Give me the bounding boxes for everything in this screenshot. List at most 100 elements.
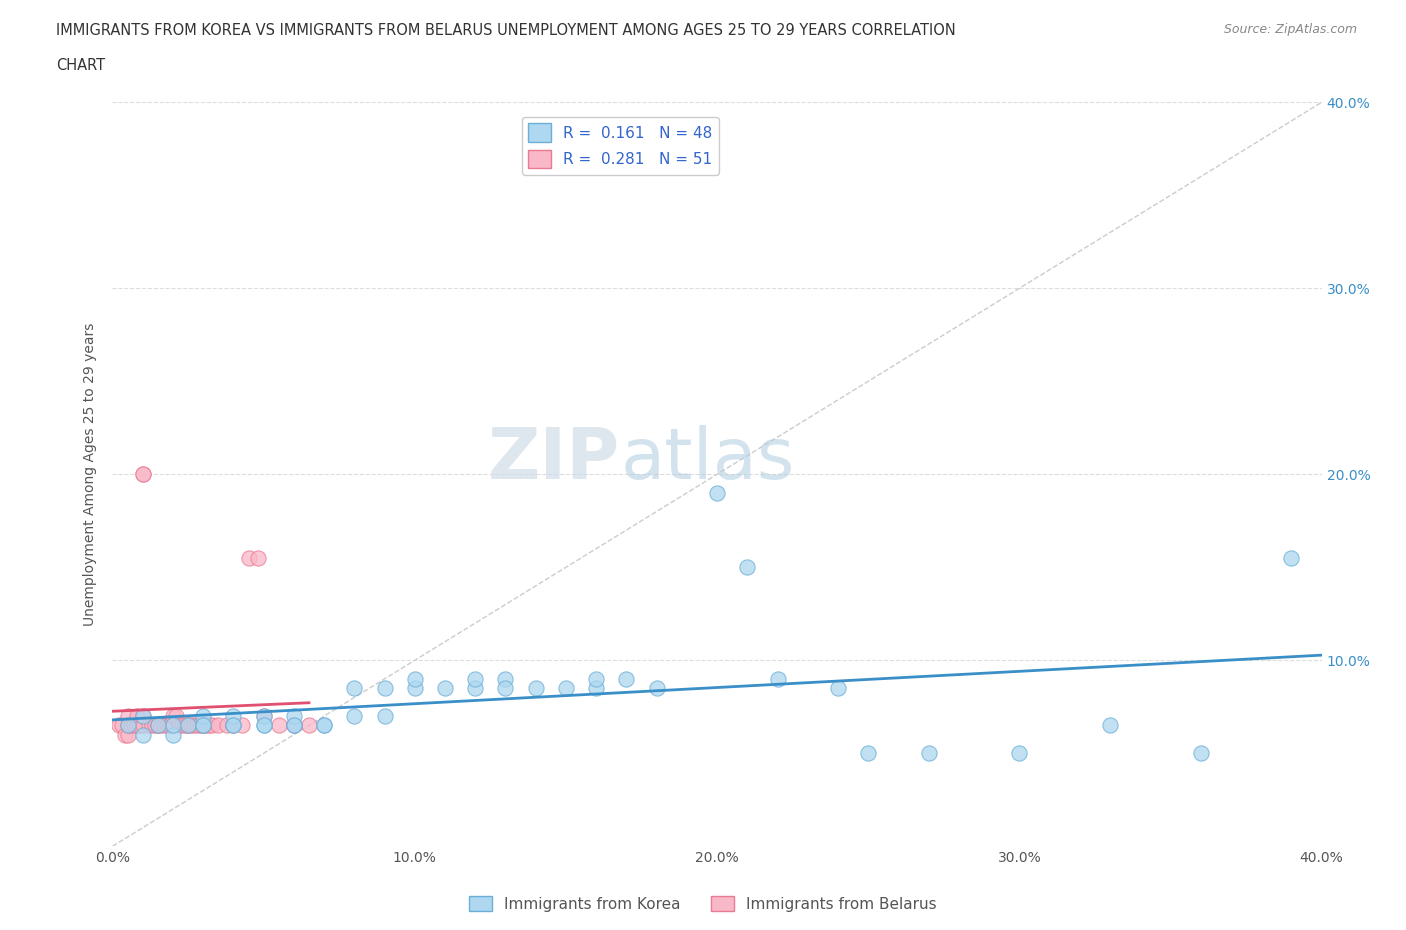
Point [153, 718, 176, 733]
Point [191, 718, 214, 733]
Point [146, 718, 169, 733]
Point [114, 727, 136, 742]
Point [253, 718, 276, 733]
Text: Source: ZipAtlas.com: Source: ZipAtlas.com [1223, 23, 1357, 36]
Point [183, 718, 205, 733]
Point [201, 718, 224, 733]
Point [918, 746, 941, 761]
Point [706, 485, 728, 500]
Point [186, 718, 208, 733]
Point [231, 718, 253, 733]
Point [404, 681, 426, 696]
Point [464, 681, 486, 696]
Point [495, 681, 517, 696]
Point [162, 718, 184, 733]
Point [222, 718, 245, 733]
Point [433, 681, 456, 696]
Point [167, 718, 190, 733]
Point [117, 718, 139, 733]
Point [132, 727, 155, 742]
Point [122, 718, 145, 733]
Point [253, 709, 276, 724]
Point [283, 709, 305, 724]
Point [125, 718, 148, 733]
Point [132, 467, 155, 482]
Point [495, 671, 517, 686]
Text: CHART: CHART [56, 58, 105, 73]
Point [174, 718, 197, 733]
Legend: R =  0.161   N = 48, R =  0.281   N = 51: R = 0.161 N = 48, R = 0.281 N = 51 [522, 117, 718, 175]
Point [191, 718, 214, 733]
Point [117, 709, 139, 724]
Point [177, 718, 200, 733]
Point [1008, 746, 1031, 761]
Point [283, 718, 305, 733]
Point [253, 718, 276, 733]
Point [616, 671, 638, 686]
Point [132, 467, 155, 482]
Point [120, 718, 142, 733]
Text: ZIP: ZIP [488, 425, 620, 494]
Point [374, 681, 396, 696]
Point [464, 671, 486, 686]
Point [217, 718, 239, 733]
Point [141, 718, 163, 733]
Point [177, 718, 200, 733]
Point [143, 718, 166, 733]
Point [162, 718, 184, 733]
Point [222, 718, 245, 733]
Point [222, 709, 245, 724]
Point [149, 718, 172, 733]
Point [128, 718, 150, 733]
Point [1098, 718, 1121, 733]
Point [856, 746, 880, 761]
Point [404, 671, 426, 686]
Point [170, 718, 193, 733]
Point [177, 718, 200, 733]
Point [343, 709, 366, 724]
Point [283, 718, 305, 733]
Point [1189, 746, 1212, 761]
Point [162, 727, 184, 742]
Point [132, 709, 155, 724]
Point [283, 718, 305, 733]
Point [132, 709, 155, 724]
Point [314, 718, 336, 733]
Point [162, 709, 184, 724]
Y-axis label: Unemployment Among Ages 25 to 29 years: Unemployment Among Ages 25 to 29 years [83, 323, 97, 626]
Point [207, 718, 229, 733]
Point [343, 681, 366, 696]
Point [222, 718, 245, 733]
Point [110, 718, 132, 733]
Point [238, 551, 260, 565]
Point [138, 718, 160, 733]
Point [374, 709, 396, 724]
Point [191, 718, 214, 733]
Point [298, 718, 321, 733]
Point [188, 718, 211, 733]
Point [117, 718, 139, 733]
Point [191, 718, 214, 733]
Point [554, 681, 576, 696]
Point [191, 709, 214, 724]
Point [165, 709, 187, 724]
Point [195, 718, 218, 733]
Point [737, 560, 759, 575]
Point [198, 718, 221, 733]
Point [180, 718, 202, 733]
Point [125, 709, 148, 724]
Point [524, 681, 547, 696]
Point [267, 718, 290, 733]
Point [585, 681, 607, 696]
Point [146, 718, 169, 733]
Point [1279, 551, 1302, 565]
Point [159, 718, 181, 733]
Point [132, 718, 155, 733]
Text: IMMIGRANTS FROM KOREA VS IMMIGRANTS FROM BELARUS UNEMPLOYMENT AMONG AGES 25 TO 2: IMMIGRANTS FROM KOREA VS IMMIGRANTS FROM… [56, 23, 956, 38]
Point [146, 718, 169, 733]
Point [827, 681, 849, 696]
Point [117, 727, 139, 742]
Legend: Immigrants from Korea, Immigrants from Belarus: Immigrants from Korea, Immigrants from B… [463, 889, 943, 918]
Point [156, 718, 179, 733]
Point [253, 709, 276, 724]
